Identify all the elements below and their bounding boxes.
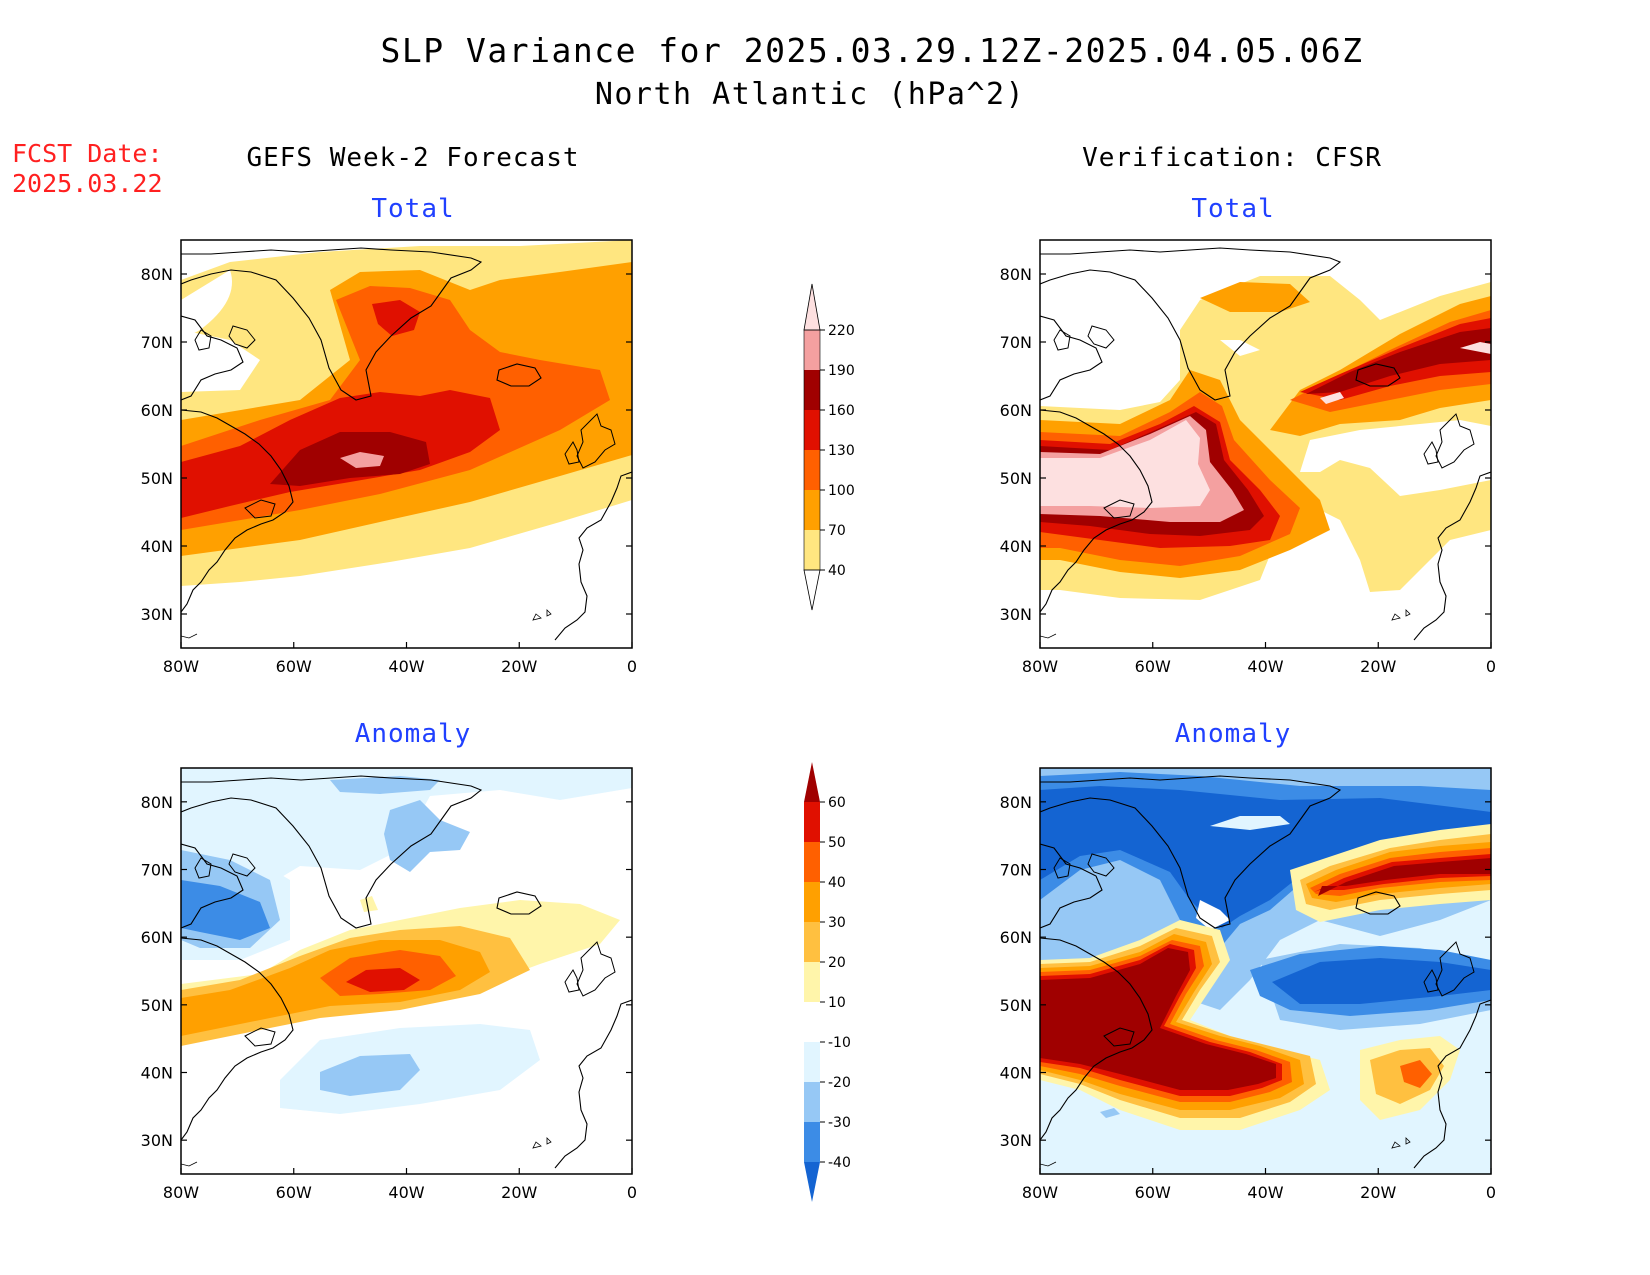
map-verification-total — [1040, 240, 1491, 648]
lat-tick-label-verification-total: 70N — [1000, 333, 1032, 352]
lat-tick-label-forecast-anomaly: 70N — [141, 861, 173, 880]
lat-tick-label-verification-anomaly: 60N — [1000, 928, 1032, 947]
colorbar-total-arrow-top — [803, 283, 821, 331]
lat-tick-label-forecast-anomaly: 80N — [141, 793, 173, 812]
map-verification-anomaly — [1040, 768, 1491, 1174]
colorbar-anomaly-swatch — [804, 1002, 820, 1042]
colorbar-anomaly-label: 50 — [828, 835, 846, 851]
colorbar-total-label: 40 — [828, 563, 846, 579]
colorbar-anomaly-arrow-top — [804, 762, 820, 802]
colorbar-total-label: 100 — [828, 483, 855, 499]
colorbar-total-label: 70 — [828, 523, 846, 539]
map-forecast-anomaly — [181, 768, 632, 1174]
colorbar-total-label: 220 — [828, 323, 855, 339]
fcst-date-label: FCST Date: — [12, 139, 163, 168]
lon-tick-label-forecast-total: 80W — [163, 657, 199, 676]
lon-tick-label-forecast-total: 20W — [501, 657, 537, 676]
colorbar-total-swatch — [804, 370, 820, 410]
lon-tick-label-verification-total: 40W — [1247, 657, 1283, 676]
lat-tick-label-forecast-anomaly: 60N — [141, 928, 173, 947]
colorbar-total: 40 70 100 130 160 190 220 — [803, 283, 855, 611]
colorbar-total-swatch — [804, 530, 820, 570]
lon-tick-label-verification-total: 20W — [1360, 657, 1396, 676]
colorbar-anomaly-label: -40 — [828, 1155, 851, 1171]
lon-tick-label-forecast-anomaly: 20W — [501, 1183, 537, 1202]
figure-title: SLP Variance for 2025.03.29.12Z-2025.04.… — [381, 31, 1364, 70]
lon-tick-label-verification-anomaly: 0 — [1486, 1183, 1496, 1202]
colorbar-anomaly-label: 60 — [828, 795, 846, 811]
colorbar-total-arrow-bottom — [803, 569, 821, 611]
lat-tick-label-verification-total: 60N — [1000, 401, 1032, 420]
lat-tick-label-verification-total: 30N — [1000, 605, 1032, 624]
lon-tick-label-forecast-anomaly: 60W — [276, 1183, 312, 1202]
lat-tick-label-verification-total: 40N — [1000, 537, 1032, 556]
colorbar-anomaly-label: -20 — [828, 1075, 851, 1091]
lat-tick-label-forecast-total: 80N — [141, 265, 173, 284]
colorbar-anomaly: -40 -30 -20 -10 10 20 30 40 50 60 — [804, 762, 851, 1202]
panel-title-forecast-anomaly: Anomaly — [355, 719, 472, 749]
lat-tick-label-forecast-anomaly: 30N — [141, 1131, 173, 1150]
lat-tick-label-forecast-total: 60N — [141, 401, 173, 420]
lat-tick-label-verification-anomaly: 80N — [1000, 793, 1032, 812]
lat-tick-label-forecast-total: 30N — [141, 605, 173, 624]
colorbar-anomaly-swatch — [804, 922, 820, 962]
panel-title-verification-total: Total — [1191, 194, 1274, 224]
map-forecast-total — [181, 240, 632, 648]
colorbar-total-label: 190 — [828, 363, 855, 379]
colorbar-total-label: 130 — [828, 443, 855, 459]
axes: 80W 60W 40W 20W 0 30N 40N 50N 60N 70N 80N 80W 60W 40W… — [141, 265, 1496, 1202]
lat-tick-label-forecast-total: 70N — [141, 333, 173, 352]
colorbar-anomaly-swatch — [804, 842, 820, 882]
column-title-verification: Verification: CFSR — [1082, 143, 1382, 173]
colorbar-total-label: 160 — [828, 403, 855, 419]
lon-tick-label-forecast-total: 60W — [276, 657, 312, 676]
panel-title-verification-anomaly: Anomaly — [1175, 719, 1292, 749]
lat-tick-label-verification-total: 50N — [1000, 469, 1032, 488]
lat-tick-label-verification-anomaly: 40N — [1000, 1064, 1032, 1083]
lon-tick-label-forecast-anomaly: 0 — [627, 1183, 637, 1202]
lat-tick-label-forecast-total: 50N — [141, 469, 173, 488]
colorbar-anomaly-label: -10 — [828, 1035, 851, 1051]
colorbar-anomaly-swatch — [804, 802, 820, 842]
figure-subtitle: North Atlantic (hPa^2) — [595, 77, 1025, 112]
lon-tick-label-forecast-total: 0 — [627, 657, 637, 676]
lat-tick-label-verification-anomaly: 30N — [1000, 1131, 1032, 1150]
lon-tick-label-forecast-anomaly: 80W — [163, 1183, 199, 1202]
lon-tick-label-verification-anomaly: 60W — [1135, 1183, 1171, 1202]
lat-tick-label-forecast-anomaly: 40N — [141, 1064, 173, 1083]
colorbar-total-swatch — [804, 490, 820, 530]
colorbar-anomaly-label: 30 — [828, 915, 846, 931]
colorbar-anomaly-swatch — [804, 882, 820, 922]
colorbar-anomaly-arrow-bottom — [804, 1162, 820, 1202]
lon-tick-label-verification-anomaly: 40W — [1247, 1183, 1283, 1202]
colorbar-anomaly-swatch — [804, 1082, 820, 1122]
lat-tick-label-forecast-anomaly: 50N — [141, 996, 173, 1015]
colorbar-anomaly-label: 40 — [828, 875, 846, 891]
colorbar-anomaly-label: 10 — [828, 995, 846, 1011]
colorbar-anomaly-swatch — [804, 1042, 820, 1082]
lon-tick-label-verification-anomaly: 80W — [1022, 1183, 1058, 1202]
lon-tick-label-verification-anomaly: 20W — [1360, 1183, 1396, 1202]
colorbar-total-swatch — [804, 410, 820, 450]
panel-title-forecast-total: Total — [371, 194, 454, 224]
lat-tick-label-forecast-total: 40N — [141, 537, 173, 556]
lon-tick-label-forecast-anomaly: 40W — [388, 1183, 424, 1202]
lon-tick-label-verification-total: 80W — [1022, 657, 1058, 676]
column-title-forecast: GEFS Week-2 Forecast — [246, 143, 579, 173]
lon-tick-label-verification-total: 60W — [1135, 657, 1171, 676]
colorbar-anomaly-swatch — [804, 962, 820, 1002]
colorbar-anomaly-label: -30 — [828, 1115, 851, 1131]
colorbar-total-swatch — [804, 330, 820, 370]
colorbar-total-swatch — [804, 450, 820, 490]
lat-tick-label-verification-anomaly: 50N — [1000, 996, 1032, 1015]
colorbar-anomaly-label: 20 — [828, 955, 846, 971]
lon-tick-label-verification-total: 0 — [1486, 657, 1496, 676]
lat-tick-label-verification-anomaly: 70N — [1000, 861, 1032, 880]
fcst-date-value: 2025.03.22 — [12, 169, 163, 198]
colorbar-anomaly-swatch — [804, 1122, 820, 1162]
lon-tick-label-forecast-total: 40W — [388, 657, 424, 676]
lat-tick-label-verification-total: 80N — [1000, 265, 1032, 284]
